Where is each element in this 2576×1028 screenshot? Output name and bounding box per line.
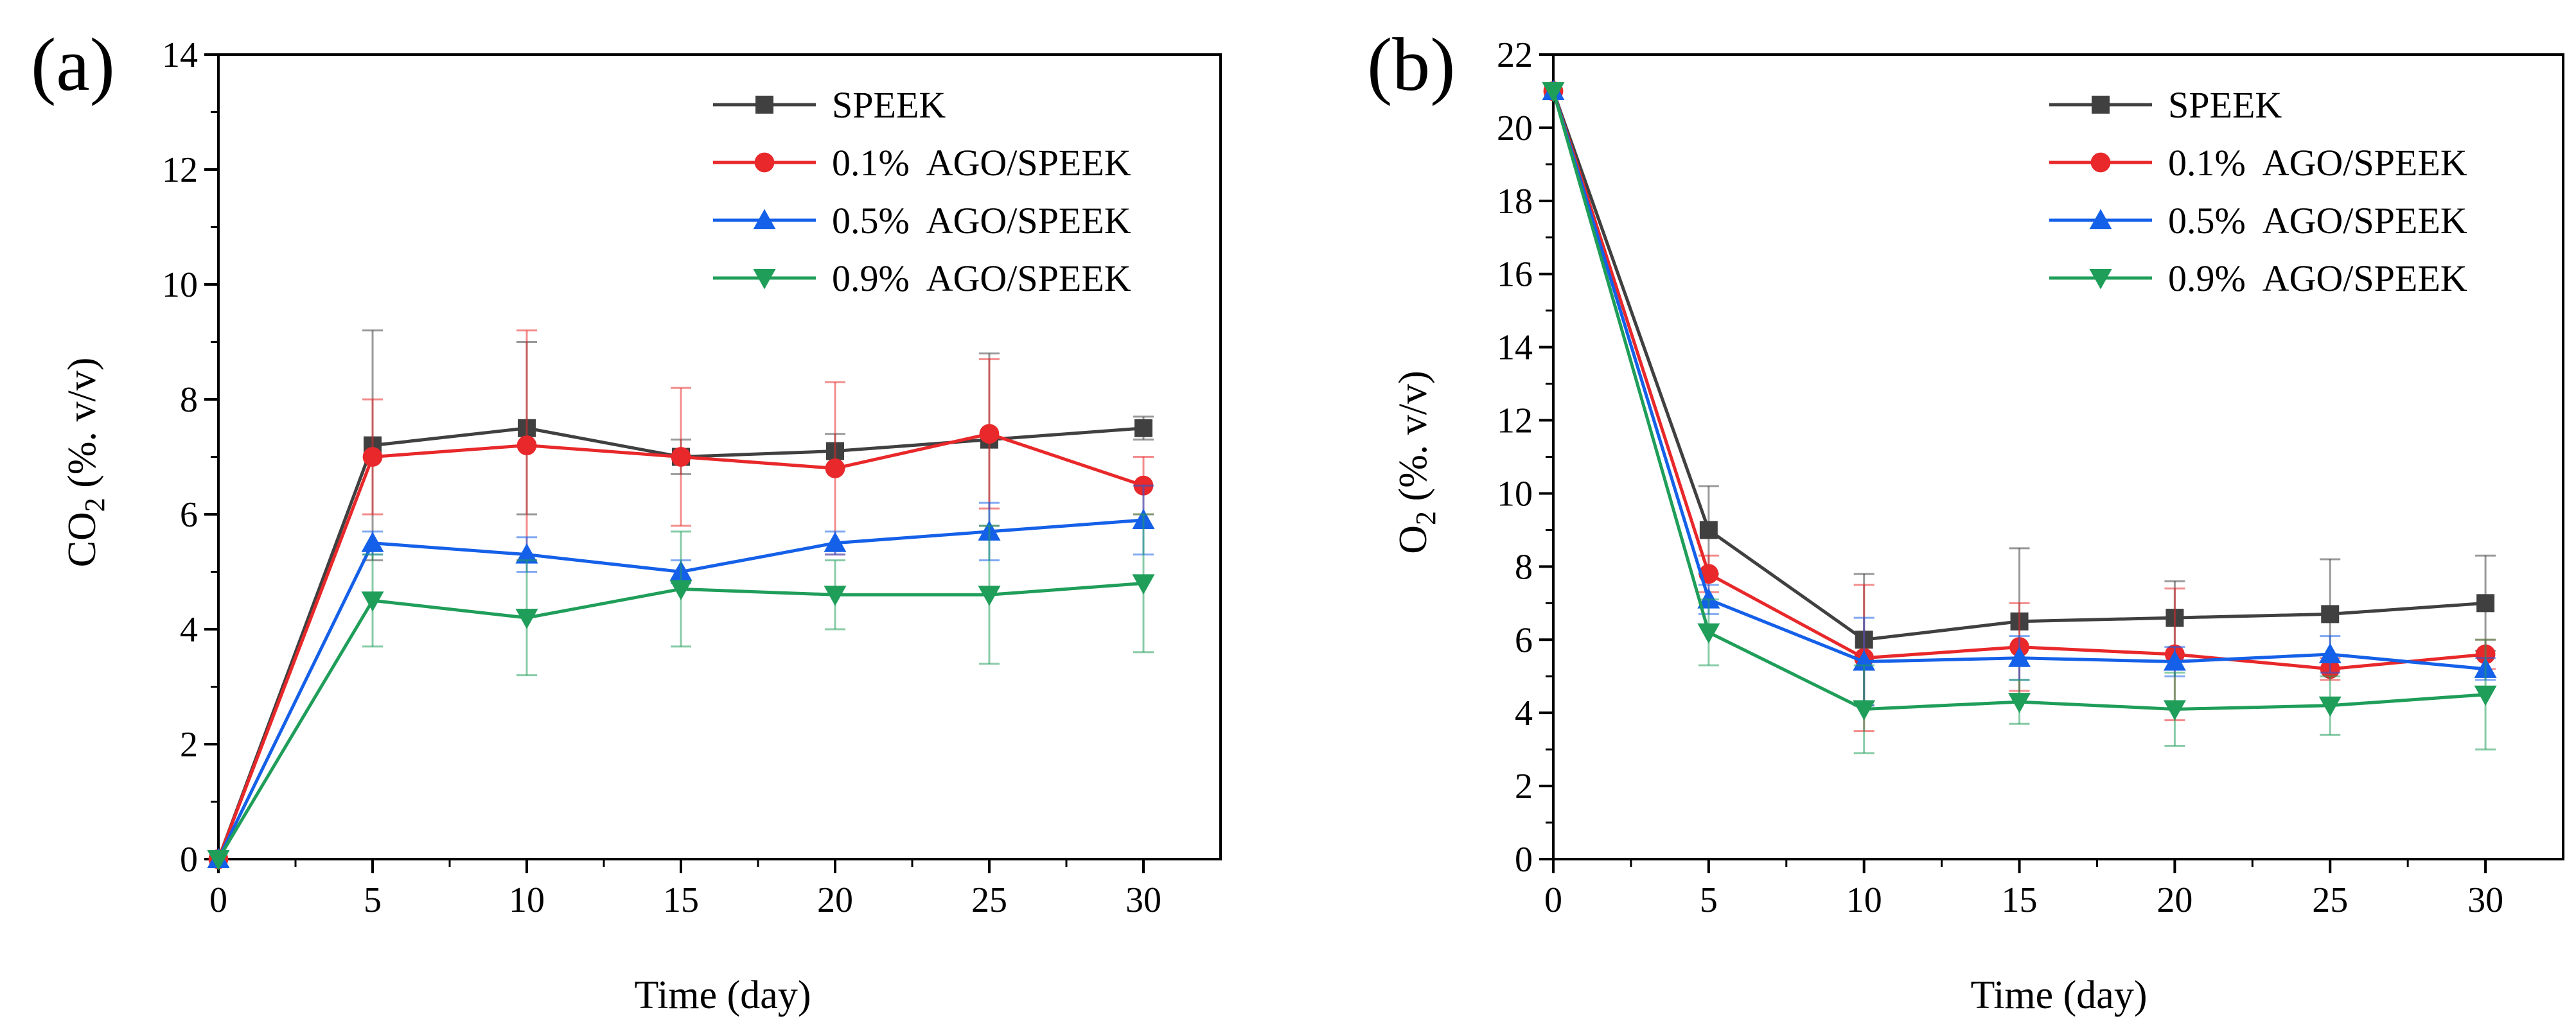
x-tick-label: 25 bbox=[971, 880, 1007, 920]
y-tick-label: 12 bbox=[162, 150, 198, 190]
data-point bbox=[825, 458, 845, 478]
legend-label: 0.5% AGO/SPEEK bbox=[2168, 200, 2467, 241]
data-point bbox=[516, 435, 537, 455]
x-axis-label: Time (day) bbox=[1971, 973, 2148, 1017]
data-point bbox=[1853, 700, 1876, 720]
x-tick-label: 25 bbox=[2312, 880, 2348, 920]
legend-label: 0.1% AGO/SPEEK bbox=[832, 142, 1131, 184]
x-tick-label: 5 bbox=[364, 880, 382, 920]
data-point bbox=[1132, 574, 1155, 595]
data-point bbox=[2163, 650, 2186, 671]
x-tick-label: 15 bbox=[663, 880, 699, 920]
legend-marker bbox=[2092, 96, 2110, 114]
data-point bbox=[1697, 623, 1720, 644]
data-point bbox=[1699, 521, 1718, 539]
data-point bbox=[2008, 647, 2031, 667]
panel-label: (b) bbox=[1367, 22, 1456, 107]
series-3 bbox=[1542, 82, 2497, 754]
legend-marker bbox=[753, 269, 776, 290]
data-point bbox=[362, 447, 383, 467]
legend-marker bbox=[2089, 209, 2112, 229]
data-point bbox=[361, 591, 384, 612]
legend-marker bbox=[755, 96, 773, 114]
data-point bbox=[2318, 696, 2342, 717]
x-tick-label: 30 bbox=[1125, 880, 1161, 920]
y-tick-label: 6 bbox=[180, 495, 198, 535]
data-point bbox=[2163, 700, 2186, 720]
y-tick-label: 10 bbox=[1497, 474, 1533, 514]
y-tick-label: 0 bbox=[1515, 840, 1533, 880]
legend-label: SPEEK bbox=[2168, 84, 2282, 126]
legend-marker bbox=[753, 209, 776, 229]
x-tick-label: 5 bbox=[1700, 880, 1718, 920]
panel-a: (a) Time (day) CO2 (%. v/v) 0 5 10 15 20 25 30… bbox=[31, 22, 1222, 1017]
y-tick-label: 4 bbox=[1515, 693, 1533, 733]
y-tick-label: 2 bbox=[180, 725, 198, 765]
data-point bbox=[2321, 605, 2340, 623]
data-point bbox=[2476, 594, 2495, 613]
legend-marker bbox=[2090, 152, 2111, 173]
y-tick-label: 8 bbox=[180, 380, 198, 420]
data-point bbox=[1697, 588, 1720, 609]
x-tick-label: 10 bbox=[509, 880, 545, 920]
data-point bbox=[2008, 693, 2031, 713]
data-point bbox=[207, 850, 230, 871]
legend-label: 0.9% AGO/SPEEK bbox=[2168, 257, 2467, 299]
x-axis-label: Time (day) bbox=[635, 973, 811, 1017]
legend-label: 0.9% AGO/SPEEK bbox=[832, 257, 1131, 299]
y-tick-label: 4 bbox=[180, 610, 198, 650]
x-tick-label: 20 bbox=[2157, 880, 2192, 920]
y-tick-label: 14 bbox=[1497, 328, 1533, 368]
panel-label: (a) bbox=[31, 22, 115, 107]
data-point bbox=[361, 532, 384, 552]
data-point bbox=[515, 609, 538, 629]
legend-marker bbox=[754, 152, 775, 173]
y-tick-label: 2 bbox=[1515, 767, 1533, 806]
panel-b: (b) Time (day) O2 (%. v/v) 0 5 10 15 20 25 300… bbox=[1367, 22, 2564, 1017]
x-tick-label: 15 bbox=[2002, 880, 2038, 920]
data-point bbox=[824, 586, 847, 606]
y-tick-label: 12 bbox=[1497, 401, 1533, 441]
y-tick-label: 0 bbox=[180, 840, 198, 880]
data-point bbox=[2318, 643, 2342, 664]
x-tick-label: 0 bbox=[1544, 880, 1562, 920]
x-tick-label: 0 bbox=[209, 880, 227, 920]
data-point bbox=[1134, 419, 1152, 437]
legend: SPEEK 0.1% AGO/SPEEK 0.5% AGO/SPEEK 0.9% AG… bbox=[713, 84, 1131, 299]
data-point bbox=[824, 532, 847, 552]
legend-label: 0.5% AGO/SPEEK bbox=[832, 200, 1131, 241]
y-tick-label: 22 bbox=[1497, 35, 1533, 75]
data-point bbox=[669, 580, 693, 600]
y-tick-label: 10 bbox=[162, 265, 198, 305]
legend-label: SPEEK bbox=[832, 84, 946, 126]
y-axis-label: O2 (%. v/v) bbox=[1391, 370, 1442, 553]
x-tick-label: 20 bbox=[817, 880, 853, 920]
data-point bbox=[979, 424, 1000, 444]
data-point bbox=[1542, 82, 1565, 103]
legend: SPEEK 0.1% AGO/SPEEK 0.5% AGO/SPEEK 0.9% AG… bbox=[2049, 84, 2467, 299]
legend-marker bbox=[2089, 269, 2112, 290]
data-point bbox=[515, 543, 538, 564]
y-tick-label: 16 bbox=[1497, 255, 1533, 295]
y-tick-label: 20 bbox=[1497, 109, 1533, 148]
y-tick-label: 8 bbox=[1515, 547, 1533, 587]
y-tick-label: 18 bbox=[1497, 182, 1533, 222]
x-tick-label: 30 bbox=[2467, 880, 2503, 920]
series-3 bbox=[207, 513, 1155, 871]
y-tick-label: 6 bbox=[1515, 620, 1533, 660]
y-tick-label: 14 bbox=[162, 35, 198, 75]
legend-label: 0.1% AGO/SPEEK bbox=[2168, 142, 2467, 184]
data-point bbox=[671, 447, 691, 467]
data-point bbox=[978, 586, 1001, 606]
data-point bbox=[2474, 685, 2497, 706]
y-axis-label: CO2 (%. v/v) bbox=[60, 358, 110, 568]
x-tick-label: 10 bbox=[1846, 880, 1882, 920]
